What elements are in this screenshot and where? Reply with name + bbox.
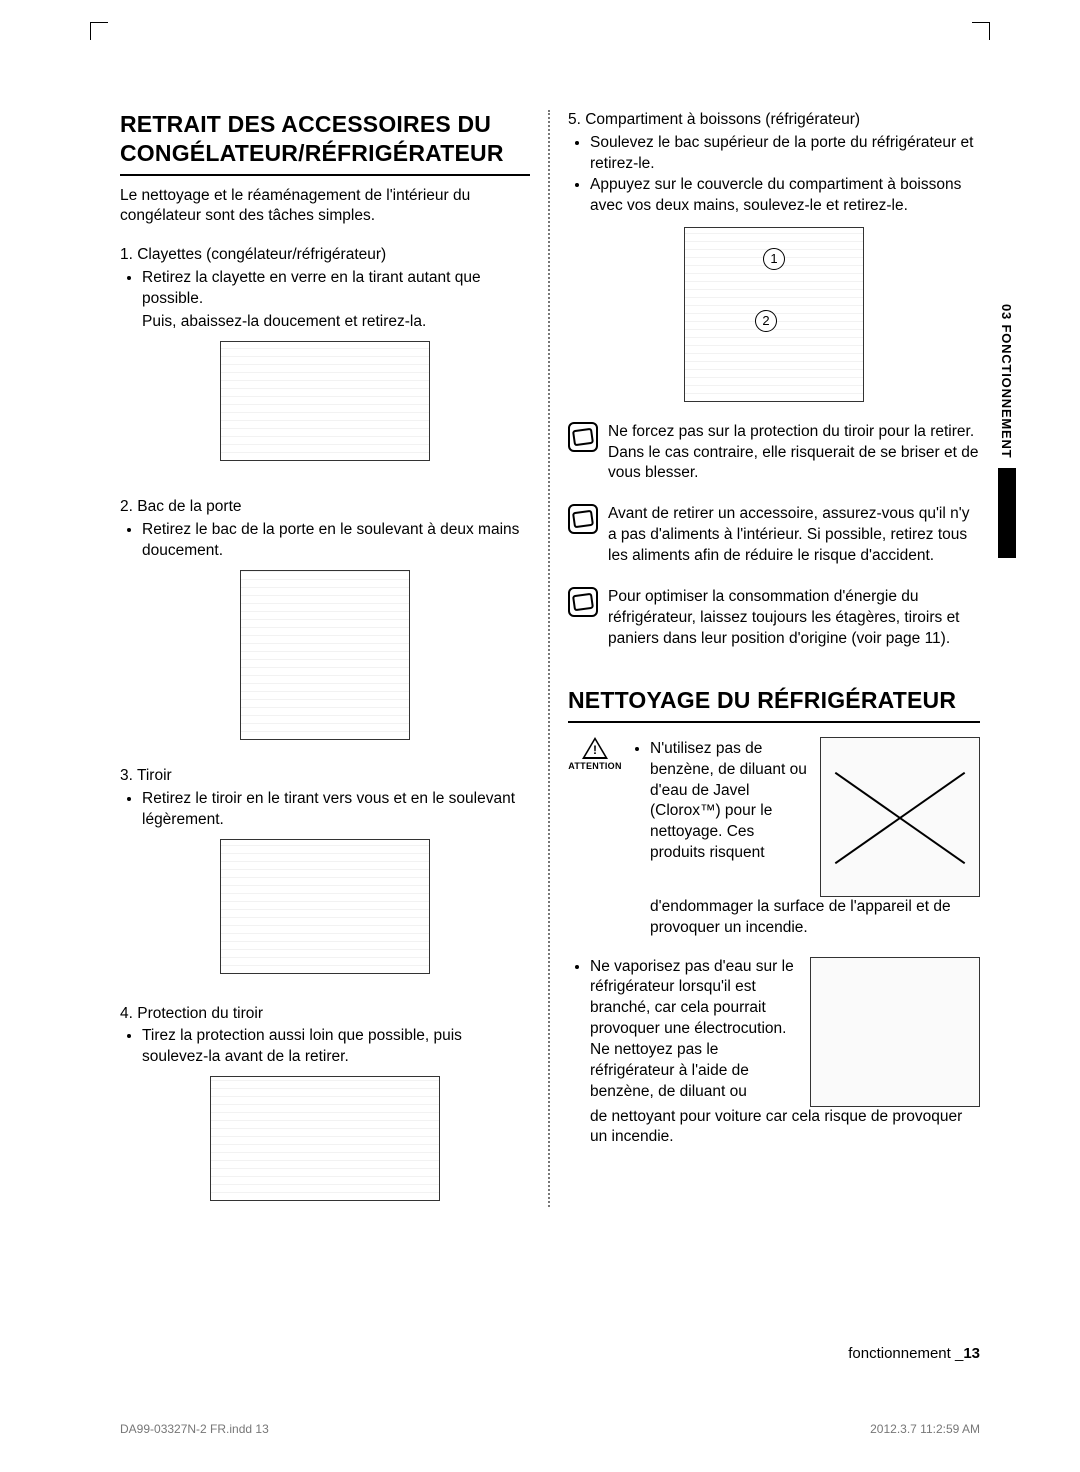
attention-label: ATTENTION xyxy=(568,761,622,771)
print-mark-left: DA99-03327N-2 FR.indd 13 xyxy=(120,1422,269,1436)
note-icon xyxy=(568,587,598,617)
heading-cleaning: NETTOYAGE DU RÉFRIGÉRATEUR xyxy=(568,686,980,723)
step4-title: 4. Protection du tiroir xyxy=(120,1004,530,1025)
attention-2-row: Ne vaporisez pas d'eau sur le réfrigérat… xyxy=(590,957,980,1107)
note-icon xyxy=(568,422,598,452)
step1-bullet: Retirez la clayette en verre en la tiran… xyxy=(142,268,530,333)
step3-list: Retirez le tiroir en le tirant vers vous… xyxy=(120,789,530,831)
step5-bullet1: Soulevez le bac supérieur de la porte du… xyxy=(590,133,980,175)
note-3: Pour optimiser la consommation d'énergie… xyxy=(568,587,980,650)
note-1: Ne forcez pas sur la protection du tiroi… xyxy=(568,422,980,485)
footer-page-number: 13 xyxy=(963,1345,980,1362)
step5-list: Soulevez le bac supérieur de la porte du… xyxy=(568,133,980,217)
attention-1-list: N'utilisez pas de benzène, de diluant ou… xyxy=(632,739,808,865)
figure-shelf xyxy=(220,341,430,461)
figure-drawer xyxy=(220,839,430,974)
attention-1-row: N'utilisez pas de benzène, de diluant ou… xyxy=(632,737,980,897)
figure-drawer-guard xyxy=(210,1076,440,1201)
attention-2-text-b: de nettoyant pour voiture car cela risqu… xyxy=(590,1107,980,1149)
note-2: Avant de retirer un accessoire, assurez-… xyxy=(568,504,980,567)
side-tab-label: 03 FONCTIONNEMENT xyxy=(997,300,1016,462)
attention-1-body: N'utilisez pas de benzène, de diluant ou… xyxy=(632,737,980,939)
footer-section-word: fonctionnement _ xyxy=(848,1345,963,1362)
note-1-text: Ne forcez pas sur la protection du tiroi… xyxy=(608,422,980,485)
note-2-text: Avant de retirer un accessoire, assurez-… xyxy=(608,504,980,567)
crop-mark-tl xyxy=(90,22,108,40)
note-3-text: Pour optimiser la consommation d'énergie… xyxy=(608,587,980,650)
step5-title: 5. Compartiment à boissons (réfrigérateu… xyxy=(568,110,980,131)
figure-beverage: 1 2 xyxy=(684,227,864,402)
attention-icon: ! ATTENTION xyxy=(568,737,622,939)
print-mark-right: 2012.3.7 11:2:59 AM xyxy=(870,1422,980,1436)
callout-1: 1 xyxy=(763,248,785,270)
note-icon xyxy=(568,504,598,534)
step2-list: Retirez le bac de la porte en le souleva… xyxy=(120,520,530,562)
left-column: RETRAIT DES ACCESSOIRES DU CONGÉLATEUR/R… xyxy=(120,110,550,1207)
step3-title: 3. Tiroir xyxy=(120,766,530,787)
attention-block-1: ! ATTENTION N'utilisez pas de benzène, d… xyxy=(568,737,980,939)
step4-list: Tirez la protection aussi loin que possi… xyxy=(120,1026,530,1068)
page: 03 FONCTIONNEMENT RETRAIT DES ACCESSOIRE… xyxy=(0,0,1080,1472)
figure-no-spray xyxy=(810,957,980,1107)
right-column: 5. Compartiment à boissons (réfrigérateu… xyxy=(550,110,980,1207)
crop-mark-tr xyxy=(972,22,990,40)
two-column-layout: RETRAIT DES ACCESSOIRES DU CONGÉLATEUR/R… xyxy=(120,110,980,1207)
figure-no-chemicals xyxy=(820,737,980,897)
step1-title: 1. Clayettes (congélateur/réfrigérateur) xyxy=(120,245,530,266)
step1-bullet-text: Retirez la clayette en verre en la tiran… xyxy=(142,269,481,307)
attention-2-text-a: Ne vaporisez pas d'eau sur le réfrigérat… xyxy=(590,957,798,1103)
step4-bullet: Tirez la protection aussi loin que possi… xyxy=(142,1026,530,1068)
figure-door-bin xyxy=(240,570,410,740)
warning-triangle-icon: ! xyxy=(582,737,608,759)
intro-text: Le nettoyage et le réaménagement de l'in… xyxy=(120,186,530,228)
side-tab: 03 FONCTIONNEMENT xyxy=(997,300,1016,558)
footer-section: fonctionnement _13 xyxy=(848,1345,980,1362)
step1-bullet-sub: Puis, abaissez-la doucement et retirez-l… xyxy=(142,312,530,333)
side-tab-bar xyxy=(998,468,1016,558)
step2-title: 2. Bac de la porte xyxy=(120,497,530,518)
attention-2-item: Ne vaporisez pas d'eau sur le réfrigérat… xyxy=(590,957,980,1149)
heading-removal: RETRAIT DES ACCESSOIRES DU CONGÉLATEUR/R… xyxy=(120,110,530,176)
step3-bullet: Retirez le tiroir en le tirant vers vous… xyxy=(142,789,530,831)
attention-2-list: Ne vaporisez pas d'eau sur le réfrigérat… xyxy=(568,957,980,1149)
step5-bullet2: Appuyez sur le couvercle du compartiment… xyxy=(590,175,980,217)
step2-bullet: Retirez le bac de la porte en le souleva… xyxy=(142,520,530,562)
attention-1-text-b: d'endommager la surface de l'appareil et… xyxy=(650,897,980,939)
callout-2: 2 xyxy=(755,310,777,332)
attention-1-text-a: N'utilisez pas de benzène, de diluant ou… xyxy=(650,739,808,865)
step1-list: Retirez la clayette en verre en la tiran… xyxy=(120,268,530,333)
